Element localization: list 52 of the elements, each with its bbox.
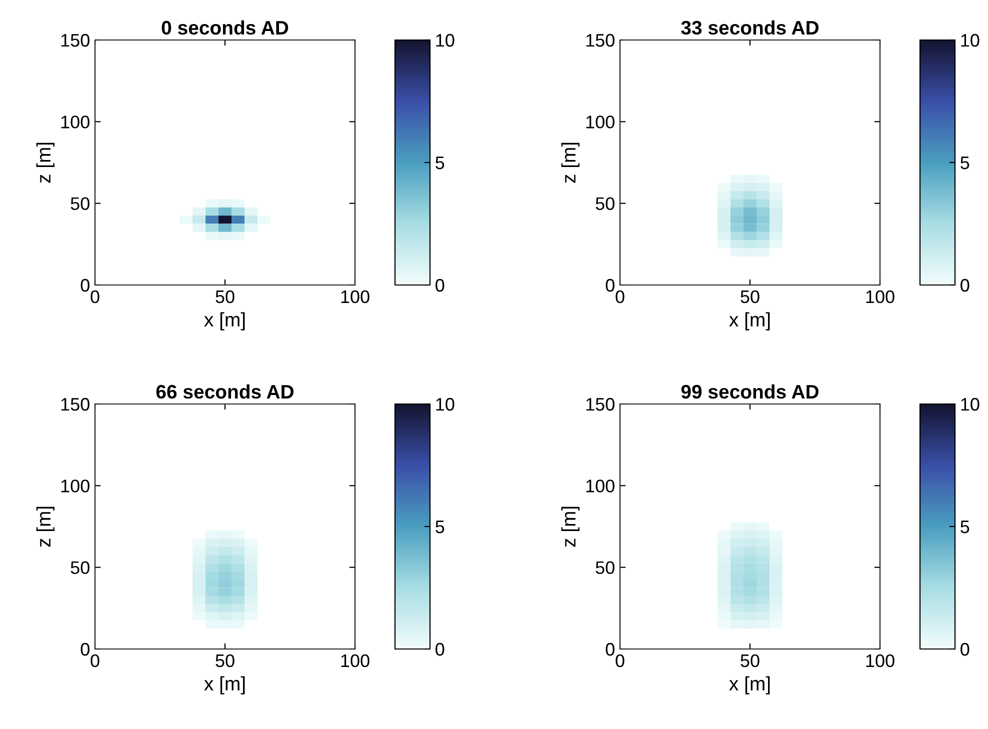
x-tick-label: 50 [740, 654, 760, 668]
x-tick-label: 100 [341, 654, 370, 668]
y-tick-label: 0 [606, 278, 614, 292]
x-axis-title: x [m] [729, 312, 770, 330]
x-tick-label: 0 [90, 654, 100, 668]
color-bar-label: 10 [436, 34, 454, 47]
y-tick-label: 0 [80, 642, 90, 656]
x-tick-label: 50 [740, 290, 760, 304]
x-axis-title: x [m] [204, 312, 245, 330]
y-axis-title: z [m] [36, 506, 54, 547]
color-bar-label: 0 [960, 278, 970, 292]
x-tick-label: 100 [341, 290, 370, 304]
chart-title: 99 seconds AD [681, 384, 819, 399]
y-tick-label: 50 [596, 561, 614, 574]
color-bar-label: 5 [960, 520, 970, 534]
color-bar-label: 5 [960, 156, 970, 170]
x-tick-label: 50 [216, 654, 234, 668]
x-tick-label: 0 [90, 290, 100, 304]
x-tick-label: 0 [616, 654, 624, 668]
y-tick-label: 150 [61, 34, 90, 47]
y-axis-title: z [m] [561, 506, 580, 547]
y-tick-label: 0 [80, 278, 90, 292]
color-bar-label: 10 [961, 34, 980, 47]
chart-title: 66 seconds AD [156, 384, 294, 399]
y-tick-label: 150 [61, 398, 90, 411]
y-axis-title: z [m] [36, 142, 54, 183]
y-tick-label: 150 [586, 34, 614, 47]
color-bar-label: 0 [436, 278, 444, 292]
y-tick-label: 100 [586, 480, 614, 492]
color-bar-label: 0 [960, 642, 970, 656]
color-bar-label: 5 [436, 156, 444, 170]
chart-title: 0 seconds AD [162, 20, 288, 35]
y-tick-label: 100 [61, 480, 90, 492]
y-tick-label: 50 [596, 197, 614, 210]
color-bar-label: 10 [436, 398, 454, 411]
x-tick-label: 100 [866, 654, 894, 668]
x-tick-label: 100 [866, 290, 894, 304]
chart-title: 33 seconds AD [681, 20, 819, 35]
x-tick-label: 50 [216, 290, 234, 304]
y-tick-label: 150 [586, 398, 614, 411]
y-tick-label: 100 [61, 116, 90, 128]
y-tick-label: 0 [606, 642, 614, 656]
color-bar-label: 5 [436, 520, 444, 534]
color-bar-label: 0 [436, 642, 444, 656]
y-tick-label: 50 [70, 197, 90, 210]
y-tick-label: 100 [586, 116, 614, 128]
color-bar-label: 10 [961, 398, 980, 411]
y-tick-label: 50 [70, 561, 90, 574]
x-axis-title: x [m] [204, 676, 245, 694]
x-tick-label: 0 [616, 290, 624, 304]
x-axis-title: x [m] [729, 676, 770, 694]
y-axis-title: z [m] [561, 142, 580, 183]
